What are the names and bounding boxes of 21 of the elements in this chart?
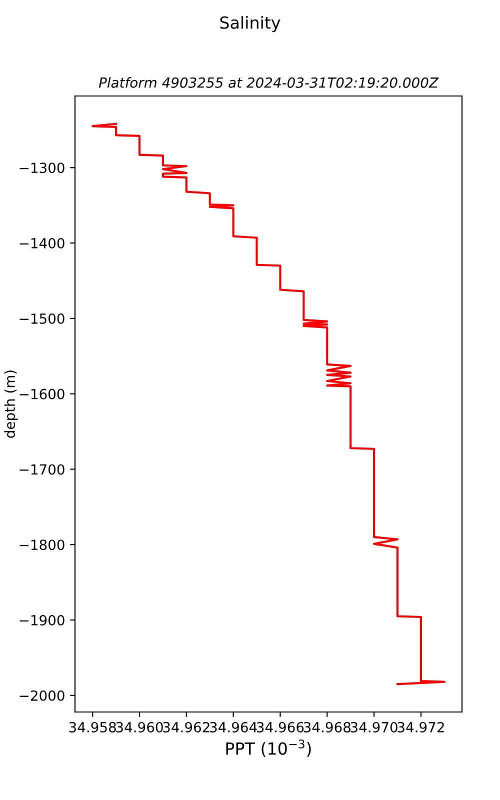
y-tick-label: −1800 <box>20 540 64 550</box>
y-tick-label: −1500 <box>20 313 64 324</box>
y-tick-label: −1400 <box>20 238 64 248</box>
x-tick-label: 34.968 <box>304 722 350 732</box>
chart-subtitle: Platform 4903255 at 2024-03-31T02:19:20.000Z <box>98 77 439 88</box>
chart-title: Salinity <box>220 16 280 32</box>
x-axis-title: PPT (10$^{−3}$) <box>226 740 311 757</box>
y-tick-label: −1700 <box>20 464 64 475</box>
y-tick-label: −1600 <box>20 388 64 400</box>
y-tick-label: −2000 <box>20 690 64 701</box>
x-tick-label: 34.960 <box>116 722 163 732</box>
x-tick-label: 34.958 <box>69 722 116 732</box>
x-tick-label: 34.966 <box>256 722 304 732</box>
x-tick-label: 34.972 <box>398 722 444 732</box>
line-series <box>92 122 446 686</box>
y-tick-label: −1900 <box>20 614 64 626</box>
x-tick-label: 34.964 <box>210 722 257 732</box>
y-tick-label: −1300 <box>20 162 64 174</box>
x-tick-label: 34.962 <box>163 722 210 732</box>
x-tick-label: 34.970 <box>350 722 398 732</box>
y-axis-title: depth (m) <box>4 370 18 438</box>
